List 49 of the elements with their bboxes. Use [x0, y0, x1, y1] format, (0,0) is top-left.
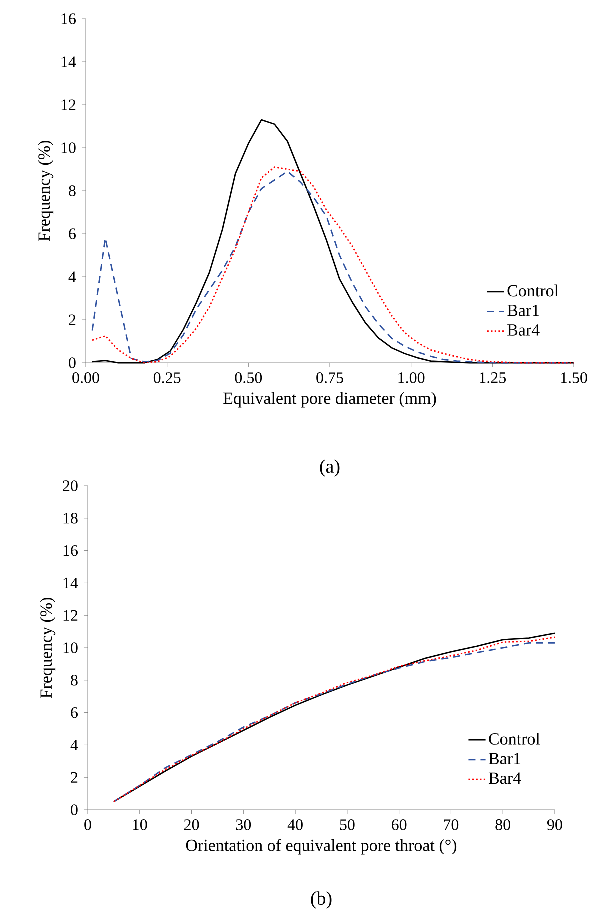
legend-label: Bar4 [508, 324, 540, 336]
y-tick-label: 2 [71, 772, 78, 783]
y-tick-label: 12 [62, 100, 76, 110]
x-tick-label: 30 [236, 820, 252, 830]
x-tick-label: 0.50 [235, 372, 262, 384]
y-tick-label: 10 [64, 642, 78, 654]
y-tick-label: 18 [64, 513, 78, 524]
x-tick-label: 1.50 [561, 372, 588, 384]
x-axis-title: Orientation of equivalent pore throat (°) [186, 839, 457, 855]
legend-label: Control [489, 732, 540, 745]
x-tick-label: 90 [547, 820, 562, 830]
y-tick-label: 20 [63, 480, 78, 492]
y-tick-label: 4 [68, 272, 76, 282]
y-tick-label: 14 [64, 578, 78, 588]
y-axis-title: Frequency (%) [38, 141, 54, 242]
x-tick-label: 1.00 [398, 372, 425, 384]
y-tick-label: 8 [69, 186, 76, 196]
x-axis-title: Equivalent pore diameter (mm) [224, 392, 436, 408]
x-tick-label: 40 [288, 820, 303, 830]
x-tick-label: 0 [84, 820, 92, 830]
legend-label: Bar4 [488, 772, 522, 784]
x-tick-label: 60 [392, 820, 407, 830]
y-axis-title: Frequency (%) [40, 598, 56, 698]
y-tick-label: 14 [62, 56, 76, 68]
y-tick-label: 0 [69, 358, 76, 368]
y-tick-label: 8 [71, 675, 78, 686]
x-tick-label: 70 [444, 820, 459, 830]
x-tick-label: 0.75 [316, 372, 344, 384]
y-tick-label: 0 [71, 804, 78, 816]
y-tick-label: 6 [71, 707, 78, 718]
x-tick-label: 0.00 [72, 372, 100, 384]
y-tick-label: 12 [64, 610, 78, 621]
x-tick-label: 1.25 [480, 372, 506, 384]
x-tick-label: 80 [496, 820, 510, 830]
y-tick-label: 16 [62, 14, 76, 24]
y-tick-label: 6 [69, 228, 76, 240]
text: (a) [320, 460, 340, 477]
x-tick-label: 10 [133, 820, 148, 830]
x-tick-label: 50 [340, 820, 355, 830]
y-tick-label: 4 [70, 740, 78, 750]
legend-label: Bar1 [508, 304, 540, 316]
y-tick-label: 16 [64, 545, 78, 556]
y-tick-label: 10 [62, 142, 76, 154]
x-tick-label: 0.25 [154, 372, 181, 384]
x-tick-label: 20 [184, 820, 200, 830]
legend-label: Bar1 [488, 753, 521, 765]
y-tick-label: 2 [69, 314, 76, 326]
legend-label: Control [508, 284, 559, 297]
text: (b) [311, 892, 332, 909]
